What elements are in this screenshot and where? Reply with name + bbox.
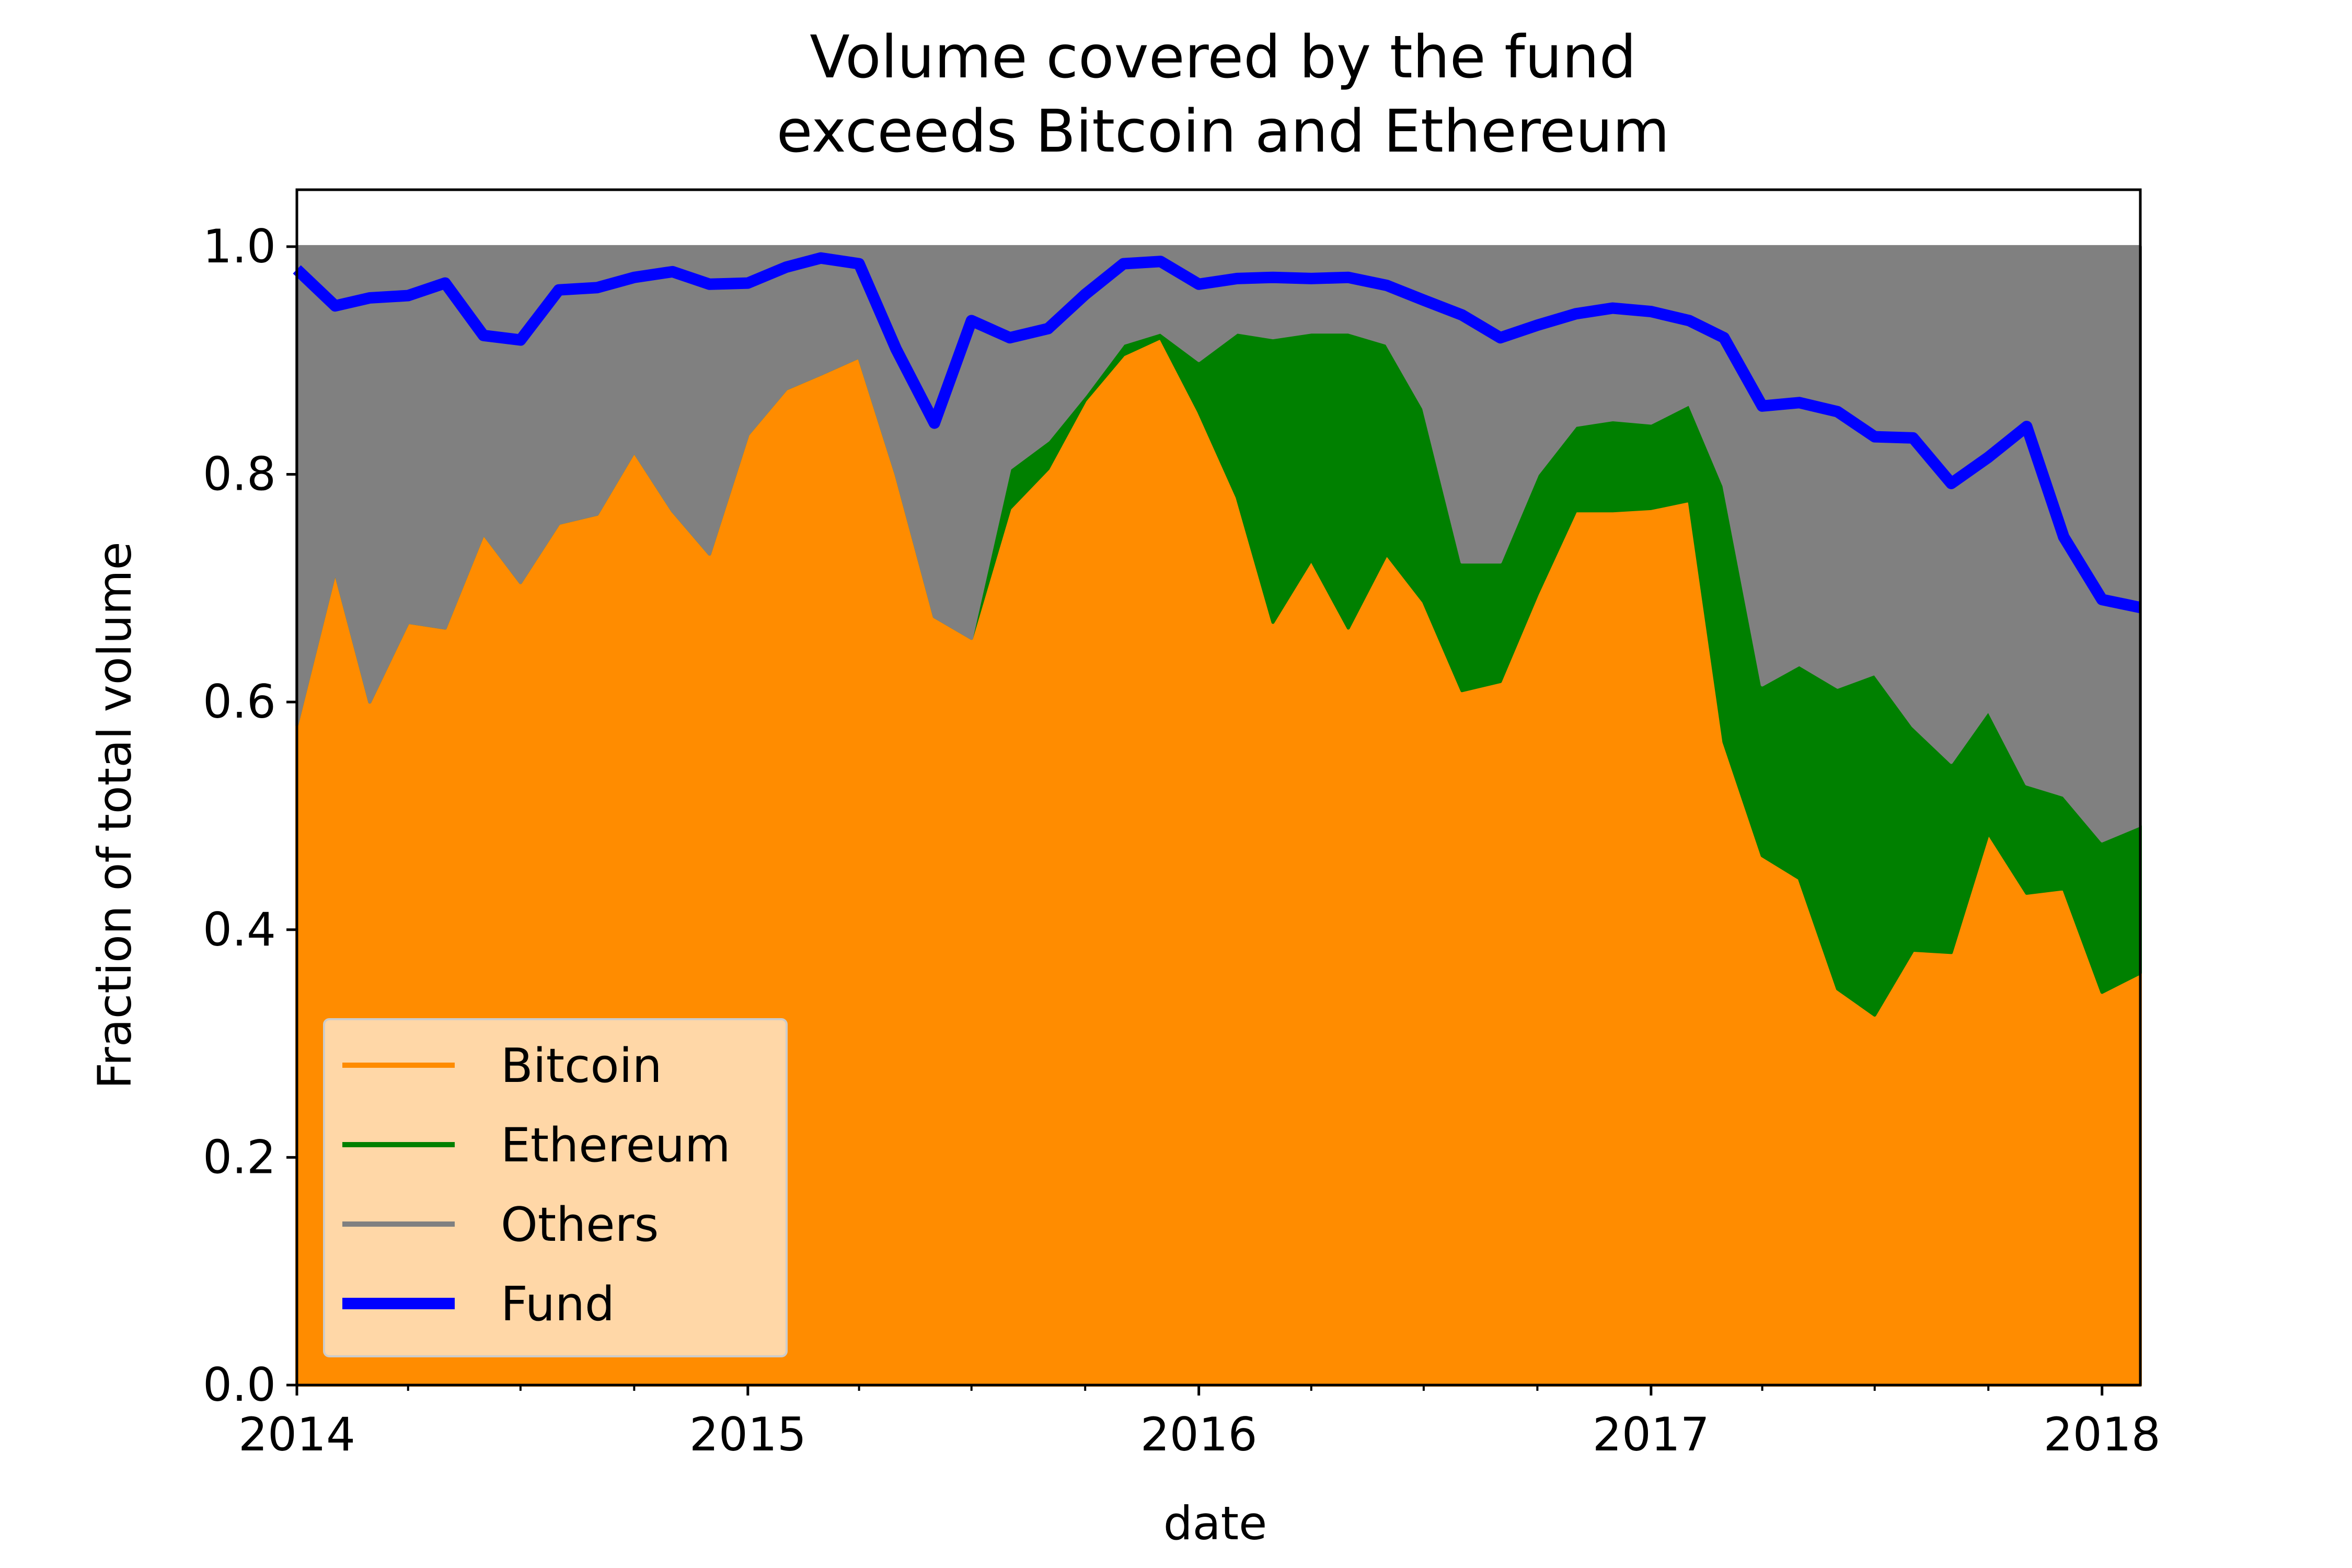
- legend: Bitcoin Ethereum Others Fund: [323, 1018, 788, 1357]
- axes-frame: [295, 188, 2142, 1387]
- x-tick-label: 2014: [238, 1408, 355, 1461]
- y-tick-label: 0.8: [203, 447, 276, 501]
- y-axis-label: Fraction of total volume: [88, 541, 142, 1089]
- chart-title-line2: exceeds Bitcoin and Ethereum: [777, 98, 1670, 166]
- x-tick-label: 2018: [2044, 1408, 2161, 1461]
- y-tick-label: 1.0: [203, 220, 276, 273]
- legend-box: [323, 1018, 788, 1357]
- y-tick-label: 0.2: [203, 1130, 276, 1184]
- line-fund: [293, 252, 2142, 614]
- legend-label-bitcoin: Bitcoin: [501, 1039, 662, 1093]
- legend-label-fund: Fund: [501, 1277, 615, 1332]
- axes: 0.0 0.2 0.4 0.6 0.8 1.0 2014 2015 2016 2017 2018: [203, 188, 2161, 1461]
- y-tick-label: 0.0: [203, 1358, 276, 1412]
- x-tick-label: 2017: [1593, 1408, 1710, 1461]
- x-tick-label: 2015: [689, 1408, 806, 1461]
- x-tick-label: 2016: [1140, 1408, 1258, 1461]
- y-tick-label: 0.4: [203, 903, 276, 956]
- legend-label-others: Others: [501, 1197, 659, 1252]
- legend-label-ethereum: Ethereum: [501, 1118, 731, 1173]
- y-tick-label: 0.6: [203, 675, 276, 729]
- chart-title-line1: Volume covered by the fund: [810, 24, 1636, 91]
- x-axis-label: date: [1163, 1496, 1267, 1550]
